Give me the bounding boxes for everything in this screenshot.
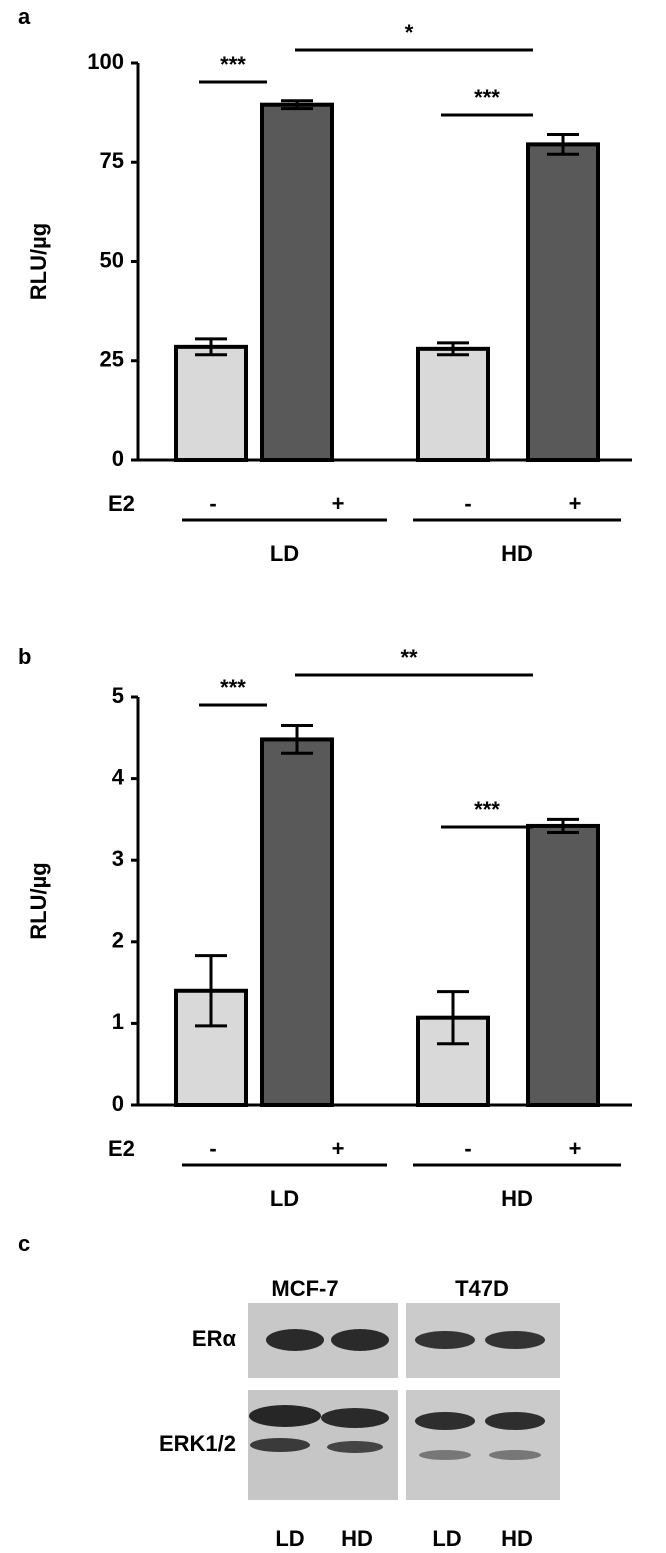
x-tick-label: + (569, 1136, 582, 1161)
x-tick-label: + (569, 491, 582, 516)
error-bar (437, 341, 469, 357)
row-label: E2 (108, 1136, 135, 1161)
group-label: LD (270, 1186, 299, 1211)
band (321, 1408, 389, 1428)
y-tick-label: 3 (112, 846, 124, 871)
significance-label: *** (220, 52, 246, 77)
y-tick-label: 1 (112, 1009, 124, 1034)
y-axis-label: RLU/µg (26, 223, 51, 300)
error-bar (547, 817, 579, 834)
significance-label: *** (474, 85, 500, 110)
x-tick-label: + (332, 491, 345, 516)
band (419, 1450, 471, 1460)
y-tick-label: 50 (100, 247, 124, 272)
bar (260, 102, 334, 462)
blot-image (406, 1390, 560, 1500)
group-label: HD (501, 1186, 533, 1211)
y-axis-label: RLU/µg (26, 862, 51, 939)
cell-line-label: MCF-7 (271, 1276, 338, 1301)
bar (260, 737, 334, 1107)
x-tick-label: - (464, 491, 471, 516)
y-tick-label: 100 (87, 49, 124, 74)
y-tick-label: 2 (112, 928, 124, 953)
lane-label: HD (341, 1526, 373, 1551)
row-label: E2 (108, 491, 135, 516)
significance-label: *** (474, 797, 500, 822)
x-tick-label: - (209, 1136, 216, 1161)
y-tick-label: 75 (100, 148, 124, 173)
band (415, 1412, 475, 1430)
group-label: LD (270, 541, 299, 566)
error-bar (281, 99, 313, 111)
band (331, 1329, 389, 1351)
lane-label: LD (432, 1526, 461, 1551)
bar (174, 344, 248, 463)
panel-label: a (18, 4, 31, 29)
band (250, 1438, 310, 1452)
x-tick-label: + (332, 1136, 345, 1161)
error-bar (437, 990, 469, 1046)
bar (526, 142, 600, 462)
x-tick-label: - (464, 1136, 471, 1161)
y-tick-label: 4 (112, 764, 125, 789)
y-tick-label: 0 (112, 1091, 124, 1116)
lane-label: HD (501, 1526, 533, 1551)
x-tick-label: - (209, 491, 216, 516)
error-bar (281, 724, 313, 755)
error-bar (195, 337, 227, 357)
band (249, 1405, 321, 1427)
error-bar (195, 954, 227, 1028)
panel-label: b (18, 644, 31, 669)
group-label: HD (501, 541, 533, 566)
bar (526, 823, 600, 1107)
protein-label: ERK1/2 (159, 1431, 236, 1456)
y-tick-label: 25 (100, 347, 124, 372)
band (485, 1412, 545, 1430)
blot-panel: c MCF-7 T47D ERα ERK1/2 LD HD LD HD (18, 1231, 560, 1551)
protein-label: ERα (192, 1326, 237, 1351)
y-tick-label: 5 (112, 683, 124, 708)
band (266, 1329, 324, 1351)
panel-label: c (18, 1231, 30, 1256)
lane-label: LD (275, 1526, 304, 1551)
error-bar (547, 132, 579, 156)
band (485, 1331, 545, 1349)
significance-label: ** (400, 645, 418, 670)
band (327, 1441, 383, 1453)
y-tick-label: 0 (112, 446, 124, 471)
band (415, 1331, 475, 1349)
significance-label: * (405, 20, 414, 45)
significance-label: *** (220, 675, 246, 700)
bar (416, 346, 490, 462)
cell-line-label: T47D (455, 1276, 509, 1301)
band (489, 1450, 541, 1460)
